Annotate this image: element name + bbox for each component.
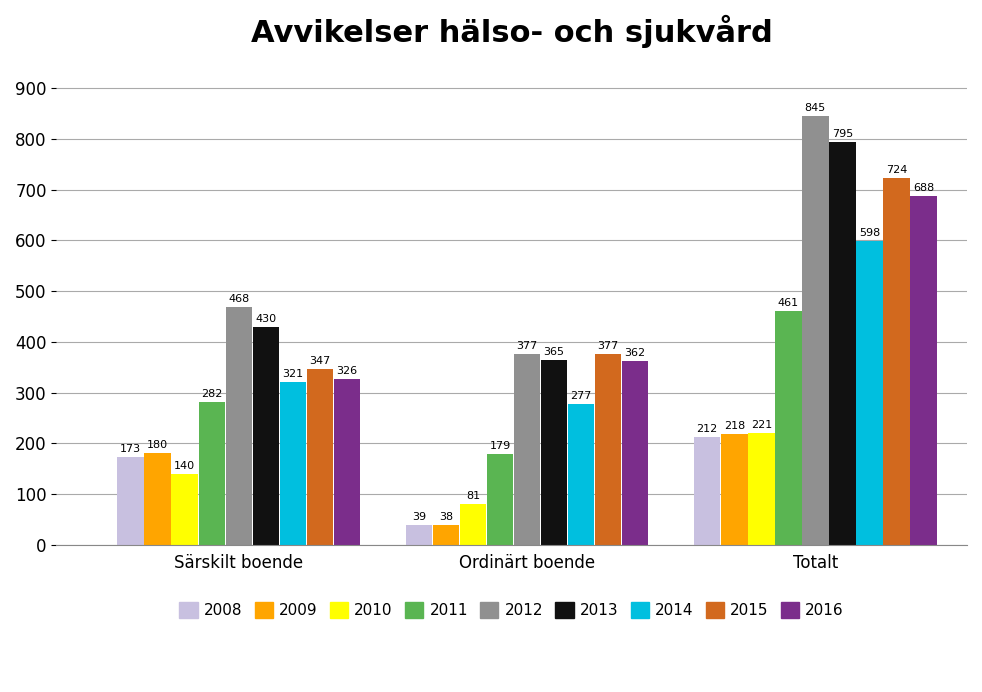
Bar xyxy=(144,453,171,545)
Legend: 2008, 2009, 2010, 2011, 2012, 2013, 2014, 2015, 2016: 2008, 2009, 2010, 2011, 2012, 2013, 2014… xyxy=(173,596,850,624)
Bar xyxy=(433,525,460,545)
Text: 468: 468 xyxy=(228,294,249,304)
Bar xyxy=(595,354,622,545)
Bar xyxy=(306,369,333,545)
Text: 688: 688 xyxy=(913,183,934,193)
Text: 179: 179 xyxy=(489,441,511,451)
Bar xyxy=(856,242,883,545)
Bar xyxy=(910,196,937,545)
Text: 212: 212 xyxy=(696,424,718,434)
Bar xyxy=(883,178,909,545)
Bar xyxy=(252,327,279,545)
Text: 347: 347 xyxy=(309,356,331,366)
Text: 180: 180 xyxy=(147,440,168,450)
Text: 277: 277 xyxy=(571,391,592,401)
Title: Avvikelser hälso- och sjukvård: Avvikelser hälso- och sjukvård xyxy=(250,15,773,48)
Bar xyxy=(198,402,225,545)
Text: 326: 326 xyxy=(336,366,357,376)
Text: 377: 377 xyxy=(597,340,619,351)
Text: 461: 461 xyxy=(778,298,799,308)
Bar xyxy=(721,434,747,545)
Text: 218: 218 xyxy=(724,421,745,431)
Bar xyxy=(514,354,540,545)
Text: 365: 365 xyxy=(544,347,565,356)
Bar xyxy=(568,404,594,545)
Bar xyxy=(334,379,360,545)
Text: 39: 39 xyxy=(411,512,426,522)
Bar xyxy=(829,142,855,545)
Text: 81: 81 xyxy=(465,491,480,500)
Bar xyxy=(775,311,801,545)
Bar xyxy=(172,474,198,545)
Bar xyxy=(487,454,514,545)
Bar xyxy=(694,437,721,545)
Bar xyxy=(280,382,306,545)
Text: 321: 321 xyxy=(282,369,303,379)
Bar xyxy=(226,307,252,545)
Text: 140: 140 xyxy=(174,461,195,471)
Text: 795: 795 xyxy=(832,129,853,138)
Bar xyxy=(406,525,432,545)
Text: 38: 38 xyxy=(439,513,453,522)
Text: 377: 377 xyxy=(517,340,538,351)
Bar xyxy=(748,432,775,545)
Bar xyxy=(802,116,829,545)
Text: 282: 282 xyxy=(201,389,223,399)
Text: 724: 724 xyxy=(886,165,907,174)
Bar xyxy=(460,504,486,545)
Bar xyxy=(622,361,648,545)
Text: 598: 598 xyxy=(859,228,880,239)
Bar xyxy=(118,457,144,545)
Text: 845: 845 xyxy=(804,103,826,113)
Text: 430: 430 xyxy=(255,313,276,324)
Text: 173: 173 xyxy=(120,444,141,454)
Text: 362: 362 xyxy=(625,348,646,358)
Bar xyxy=(541,360,568,545)
Text: 221: 221 xyxy=(750,419,772,430)
